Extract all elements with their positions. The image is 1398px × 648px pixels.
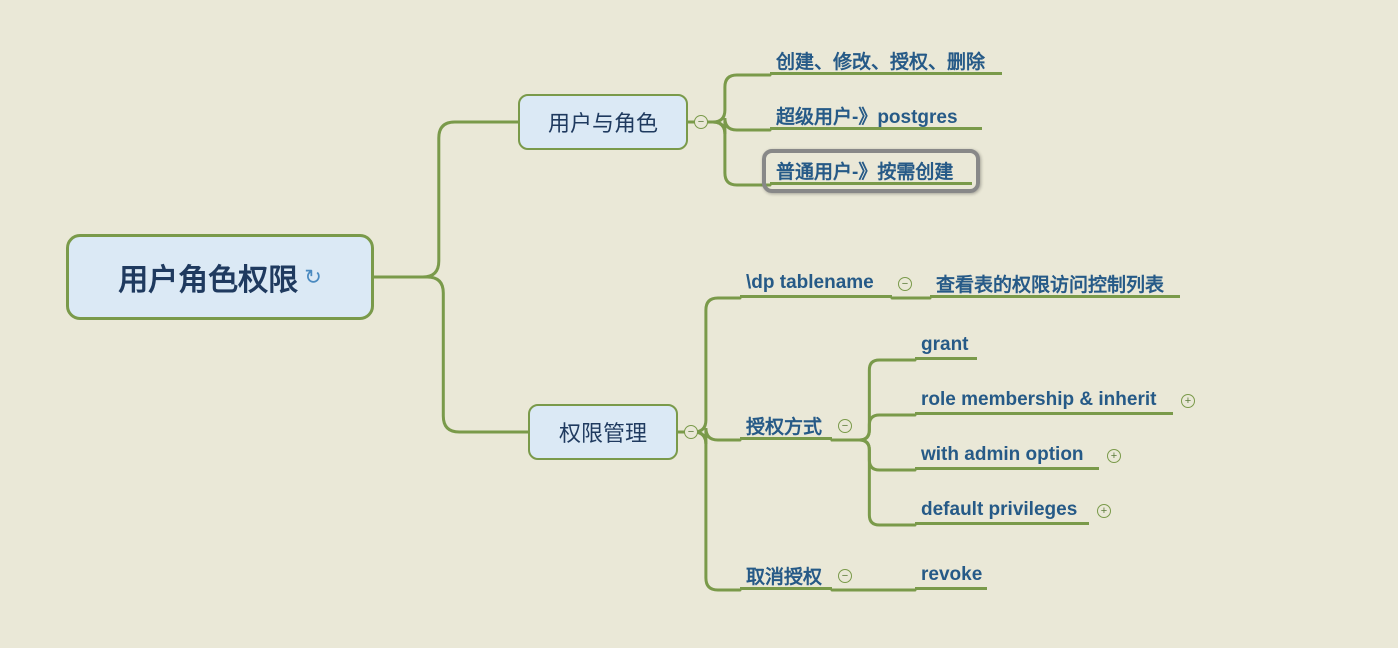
leaf-underline bbox=[740, 295, 892, 298]
collapse-icon[interactable]: − bbox=[898, 277, 912, 291]
leaf-node[interactable]: \dp tablename bbox=[740, 268, 892, 298]
leaf-node[interactable]: 创建、修改、授权、删除 bbox=[770, 45, 1002, 75]
leaf-underline bbox=[915, 357, 977, 360]
leaf-underline bbox=[740, 587, 832, 590]
collapse-icon[interactable]: − bbox=[684, 425, 698, 439]
leaf-node[interactable]: 超级用户-》postgres bbox=[770, 100, 982, 130]
root-node[interactable]: 用户角色权限↻ bbox=[66, 234, 374, 320]
collapse-icon[interactable]: − bbox=[838, 419, 852, 433]
leaf-underline bbox=[770, 182, 972, 185]
leaf-label: revoke bbox=[921, 564, 982, 586]
leaf-node[interactable]: grant bbox=[915, 330, 977, 360]
leaf-label: 授权方式 bbox=[746, 412, 822, 439]
leaf-underline bbox=[740, 437, 832, 440]
collapse-icon[interactable]: − bbox=[694, 115, 708, 129]
expand-icon[interactable]: + bbox=[1181, 394, 1195, 408]
leaf-label: 创建、修改、授权、删除 bbox=[776, 47, 985, 74]
leaf-underline bbox=[915, 467, 1099, 470]
refresh-icon: ↻ bbox=[304, 265, 322, 290]
branch-node[interactable]: 权限管理 bbox=[528, 404, 678, 460]
leaf-label: grant bbox=[921, 334, 969, 356]
mindmap-canvas: 用户角色权限↻ 用户与角色 − 创建、修改、授权、删除超级用户-》postgres 普通… bbox=[0, 0, 1398, 648]
leaf-underline bbox=[770, 127, 982, 130]
branch-node[interactable]: 用户与角色 bbox=[518, 94, 688, 150]
leaf-node[interactable]: 取消授权 bbox=[740, 560, 832, 590]
leaf-node[interactable]: role membership & inherit bbox=[915, 385, 1173, 415]
leaf-label: with admin option bbox=[921, 444, 1084, 466]
leaf-node[interactable]: 授权方式 bbox=[740, 410, 832, 440]
leaf-label: 普通用户-》按需创建 bbox=[776, 157, 953, 184]
leaf-node[interactable]: 普通用户-》按需创建 bbox=[770, 155, 972, 185]
leaf-underline bbox=[915, 587, 987, 590]
leaf-label: role membership & inherit bbox=[921, 389, 1156, 411]
branch-label: 用户与角色 bbox=[548, 106, 658, 138]
expand-icon[interactable]: + bbox=[1097, 504, 1111, 518]
expand-icon[interactable]: + bbox=[1107, 449, 1121, 463]
leaf-node[interactable]: 查看表的权限访问控制列表 bbox=[930, 268, 1180, 298]
leaf-label: 查看表的权限访问控制列表 bbox=[936, 270, 1164, 297]
leaf-underline bbox=[915, 522, 1089, 525]
leaf-underline bbox=[770, 72, 1002, 75]
leaf-label: default privileges bbox=[921, 499, 1077, 521]
leaf-label: 超级用户-》postgres bbox=[776, 102, 958, 129]
leaf-underline bbox=[930, 295, 1180, 298]
leaf-label: 取消授权 bbox=[746, 562, 822, 589]
root-label: 用户角色权限 bbox=[118, 255, 298, 299]
leaf-label: \dp tablename bbox=[746, 272, 874, 294]
leaf-node[interactable]: default privileges bbox=[915, 495, 1089, 525]
connectors-layer bbox=[0, 0, 1398, 648]
branch-label: 权限管理 bbox=[559, 416, 647, 448]
leaf-underline bbox=[915, 412, 1173, 415]
leaf-node[interactable]: with admin option bbox=[915, 440, 1099, 470]
collapse-icon[interactable]: − bbox=[838, 569, 852, 583]
leaf-node[interactable]: revoke bbox=[915, 560, 987, 590]
